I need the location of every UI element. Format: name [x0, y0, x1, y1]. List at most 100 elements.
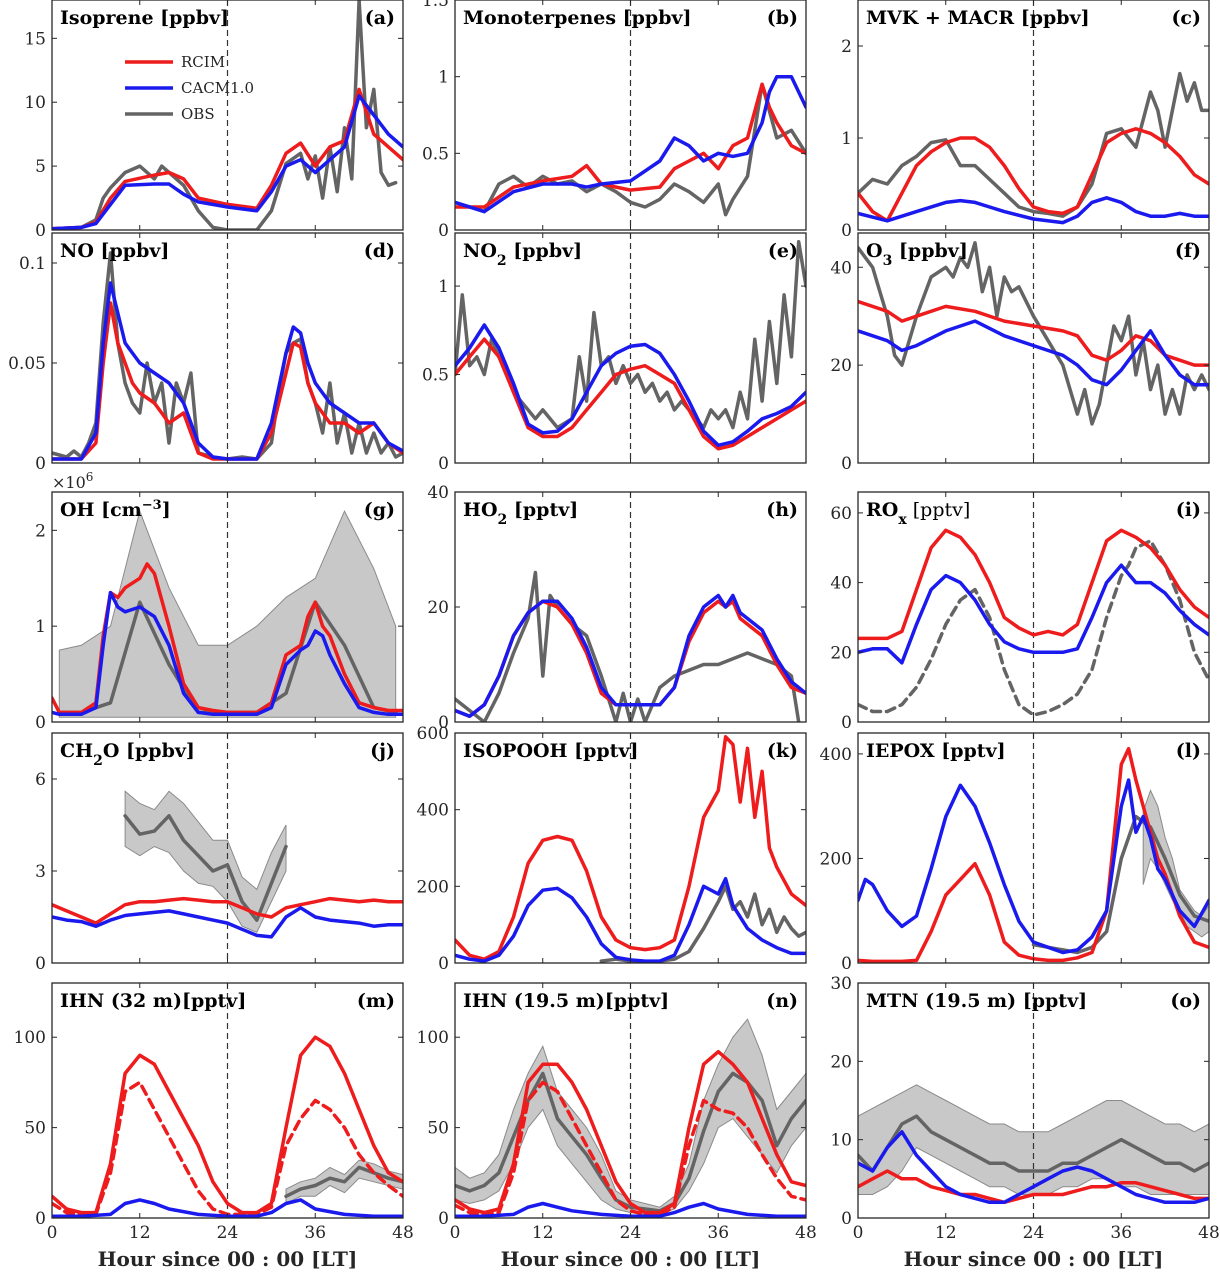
panel-letter: (h): [766, 499, 798, 521]
panel-title: HO2 [pptv]: [463, 499, 578, 528]
plot-area: [52, 733, 403, 963]
series-rcim: [858, 746, 1209, 963]
panel-title: CH2O [ppbv]: [60, 740, 195, 769]
x-tick-label: 12: [532, 1223, 554, 1243]
plot-area: [52, 983, 403, 1218]
y-tick-label: 100: [14, 1028, 46, 1048]
series-obs: [52, 0, 398, 230]
y-tick-label: 0: [438, 221, 449, 241]
series-rcim: [455, 337, 806, 451]
y-tick-label: 0: [841, 713, 852, 733]
panel-b: 0 0.5 1 1.5 Monoterpenes [ppbv] (b): [422, 0, 807, 241]
y-tick-label: 0: [35, 454, 46, 474]
y-tick-label: 20: [830, 1052, 852, 1072]
panel-letter: (c): [1171, 7, 1201, 29]
y-tick-label: 2: [35, 521, 46, 541]
y-tick-label: 60: [830, 504, 852, 524]
series-cacm1-0: [858, 563, 1209, 665]
y-tick-label: 0: [841, 221, 852, 241]
panel-letter: (j): [370, 740, 395, 762]
y-tick-label: 0: [438, 713, 449, 733]
series-cacm1-0: [455, 74, 806, 214]
plot-area: [52, 0, 403, 230]
y-tick-label: 15: [24, 29, 46, 49]
uncertainty-band: [858, 1084, 1209, 1195]
y-tick-label: 40: [427, 483, 449, 503]
panel-letter: (o): [1170, 990, 1201, 1012]
plot-area: [858, 233, 1209, 463]
panel-title: ISOPOOH [pptv]: [463, 740, 638, 762]
plot-area: [455, 492, 806, 722]
series-obs: [858, 539, 1209, 717]
x-tick-label: 24: [620, 1223, 642, 1243]
y-tick-label: 40: [830, 574, 852, 594]
x-tick-label: 0: [853, 1223, 864, 1243]
x-tick-label: 48: [795, 1223, 817, 1243]
series-cacm1-0: [52, 906, 403, 939]
uncertainty-band: [455, 1018, 806, 1215]
y-tick-label: 0.1: [19, 254, 46, 274]
x-tick-label: 24: [1023, 1223, 1045, 1243]
y-tick-label: 600: [417, 724, 449, 744]
panel-i: 0 20 40 60 ROx [pptv] (i): [830, 491, 1210, 733]
y-tick-label: 1: [35, 617, 46, 637]
series-cacm1-0: [455, 593, 806, 719]
y-tick-label: 0: [35, 954, 46, 974]
y-tick-label: 400: [820, 745, 852, 765]
y-tick-label: 0: [841, 454, 852, 474]
plot-area: [858, 492, 1209, 722]
series-rcim: [52, 896, 403, 925]
y-tick-label: 0: [35, 1209, 46, 1229]
panel-f: 0 20 40 O3 [ppbv] (f): [830, 232, 1210, 474]
panel-e: 0 0.5 1 NO2 [ppbv] (e): [422, 232, 807, 474]
panel-letter: (f): [1175, 240, 1201, 262]
y-tick-label: 50: [24, 1119, 46, 1139]
y-tick-label: 100: [417, 1028, 449, 1048]
x-tick-label: 0: [450, 1223, 461, 1243]
panel-letter: (n): [766, 990, 798, 1012]
x-tick-label: 12: [935, 1223, 957, 1243]
y-tick-label: 0: [438, 454, 449, 474]
uncertainty-band: [58, 509, 397, 718]
x-tick-label: 36: [304, 1223, 326, 1243]
panel-title: IHN (19.5 m)[pptv]: [463, 990, 669, 1012]
series-cacm1-0: [455, 323, 806, 448]
y-tick-label: 5: [35, 157, 46, 177]
plot-area: [455, 733, 806, 963]
y-tick-label: 50: [427, 1119, 449, 1139]
y-tick-label: 0.5: [422, 144, 449, 164]
y-tick-label: 10: [830, 1131, 852, 1151]
panel-title: Monoterpenes [ppbv]: [463, 7, 692, 29]
legend-label: OBS: [181, 105, 215, 123]
y-tick-label: 3: [35, 862, 46, 882]
series-cacm1-0: [52, 94, 403, 230]
series-rcim: [455, 599, 806, 719]
panel-letter: (i): [1176, 499, 1201, 521]
series-rcim: [455, 1049, 806, 1215]
series-rcim: [858, 528, 1209, 641]
y-tick-label: 20: [830, 356, 852, 376]
y-tick-label: 400: [417, 801, 449, 821]
panel-title: ROx [pptv]: [866, 499, 970, 528]
series-obs: [858, 71, 1209, 218]
y-tick-label: 0: [841, 1209, 852, 1229]
x-axis-label: Hour since 00 : 00 [LT]: [98, 1247, 358, 1271]
panel-letter: (m): [357, 990, 395, 1012]
x-tick-label: 36: [707, 1223, 729, 1243]
y-tick-label: 0: [35, 713, 46, 733]
plot-area: [455, 0, 806, 230]
panel-k: 0 200 400 600 ISOPOOH [pptv] (k): [417, 724, 807, 974]
panel-a: 0 5 10 15 Isoprene [ppbv] (a): [24, 0, 404, 241]
plot-area: [52, 233, 403, 463]
series-cacm1-0: [52, 590, 403, 717]
y-tick-label: 20: [427, 598, 449, 618]
y-tick-label: 0: [35, 221, 46, 241]
x-tick-label: 48: [1198, 1223, 1220, 1243]
series-cacm1-0: [858, 196, 1209, 225]
x-axis-label: Hour since 00 : 00 [LT]: [501, 1247, 761, 1271]
series-obs: [284, 1165, 403, 1199]
series-obs: [599, 884, 806, 963]
panel-letter: (b): [767, 7, 798, 29]
y-tick-label: 2: [841, 37, 852, 57]
